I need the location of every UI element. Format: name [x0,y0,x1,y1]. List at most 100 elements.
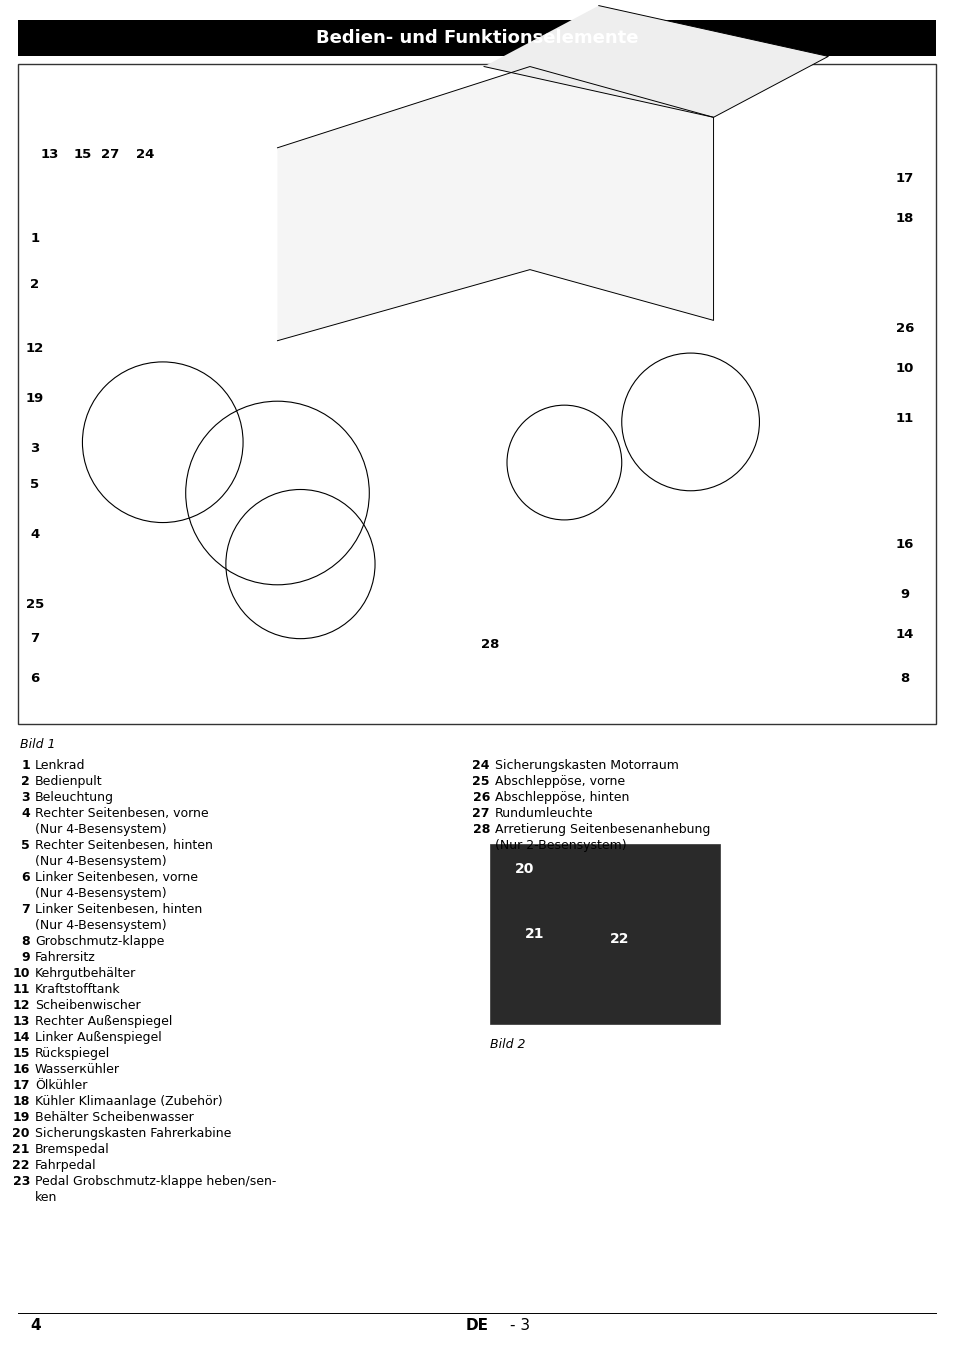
Text: Lenkrad: Lenkrad [35,759,86,772]
Text: 1: 1 [21,759,30,772]
Text: 20: 20 [12,1127,30,1139]
Text: 12: 12 [26,343,44,355]
Text: 13: 13 [41,147,59,161]
Text: 26: 26 [472,791,490,805]
Text: 21: 21 [12,1143,30,1156]
Text: 26: 26 [895,323,913,336]
Bar [490,844,720,1025]
Text: 3: 3 [21,791,30,805]
Text: 14: 14 [12,1031,30,1044]
Text: 22: 22 [12,1160,30,1172]
Text: 22: 22 [610,931,629,946]
Text: 5: 5 [21,838,30,852]
Text: (Nur 4-Besensystem): (Nur 4-Besensystem) [35,855,167,868]
Text: 10: 10 [895,363,913,375]
Text: Sicherungskasten Motorraum: Sicherungskasten Motorraum [495,759,679,772]
Text: Rechter Seitenbesen, vorne: Rechter Seitenbesen, vorne [35,807,209,819]
Text: ken: ken [35,1191,57,1204]
Text: Wasserкühler: Wasserкühler [35,1062,120,1076]
Text: Rechter Außenspiegel: Rechter Außenspiegel [35,1015,172,1027]
Text: - 3: - 3 [510,1318,530,1332]
Text: Kraftstofftank: Kraftstofftank [35,983,120,996]
Text: 5: 5 [30,478,39,490]
Text: 1: 1 [30,232,39,246]
Text: 11: 11 [12,983,30,996]
Bar [18,63,935,724]
Text: 19: 19 [12,1111,30,1125]
Text: Linker Seitenbesen, hinten: Linker Seitenbesen, hinten [35,903,202,917]
Text: 9: 9 [21,950,30,964]
Text: Sicherungskasten Fahrerkabine: Sicherungskasten Fahrerkabine [35,1127,232,1139]
Text: 7: 7 [21,903,30,917]
Text: 27: 27 [101,147,119,161]
Text: 25: 25 [26,598,44,610]
Text: 15: 15 [12,1048,30,1060]
Text: 19: 19 [26,393,44,405]
Text: (Nur 4-Besensystem): (Nur 4-Besensystem) [35,919,167,931]
Text: 15: 15 [73,147,92,161]
Text: Rundumleuchte: Rundumleuchte [495,807,593,819]
Text: 14: 14 [895,628,913,640]
Text: Behälter Scheibenwasser: Behälter Scheibenwasser [35,1111,193,1125]
Text: Pedal Grobschmutz­klappe heben/sen-: Pedal Grobschmutz­klappe heben/sen- [35,1174,276,1188]
Text: Abschleppöse, vorne: Abschleppöse, vorne [495,775,624,788]
Text: Linker Seitenbesen, vorne: Linker Seitenbesen, vorne [35,871,198,884]
Text: (Nur 4-Besensystem): (Nur 4-Besensystem) [35,887,167,900]
Text: Linker Außenspiegel: Linker Außenspiegel [35,1031,162,1044]
Text: 17: 17 [895,173,913,185]
Text: 28: 28 [480,637,498,651]
Text: 21: 21 [525,927,544,941]
Text: 11: 11 [895,413,913,425]
Text: 4: 4 [30,528,40,540]
Text: Kühler Klimaanlage (Zubehör): Kühler Klimaanlage (Zubehör) [35,1095,222,1108]
Text: Beleuchtung: Beleuchtung [35,791,113,805]
Text: Rückspiegel: Rückspiegel [35,1048,111,1060]
Text: 6: 6 [21,871,30,884]
Text: 2: 2 [30,278,39,290]
Text: 24: 24 [135,147,154,161]
Text: Grobschmutz­klappe: Grobschmutz­klappe [35,936,164,948]
Text: 4: 4 [21,807,30,819]
Text: Bild 2: Bild 2 [490,1038,525,1052]
Text: 28: 28 [472,824,490,836]
Text: Fahrpedal: Fahrpedal [35,1160,96,1172]
Text: Fahrersitz: Fahrersitz [35,950,95,964]
Text: 8: 8 [21,936,30,948]
Text: 7: 7 [30,633,39,645]
Text: Bedienpult: Bedienpult [35,775,103,788]
Text: 27: 27 [472,807,490,819]
Text: Scheibenwischer: Scheibenwischer [35,999,140,1012]
Text: 8: 8 [900,672,908,686]
Polygon shape [483,5,827,117]
Text: 3: 3 [30,443,40,455]
Text: 2: 2 [21,775,30,788]
Text: 20: 20 [515,863,534,876]
Text: 16: 16 [895,537,913,551]
Text: (Nur 4-Besensystem): (Nur 4-Besensystem) [35,824,167,836]
Text: DE: DE [465,1318,488,1332]
Text: 4: 4 [30,1318,41,1332]
Text: 10: 10 [12,967,30,980]
Text: Abschleppöse, hinten: Abschleppöse, hinten [495,791,629,805]
Text: 9: 9 [900,587,908,601]
Text: Ölkühler: Ölkühler [35,1079,88,1092]
Text: 16: 16 [12,1062,30,1076]
Text: 6: 6 [30,672,40,686]
Text: 23: 23 [12,1174,30,1188]
Text: Bild 1: Bild 1 [20,738,55,751]
Text: Bremspedal: Bremspedal [35,1143,110,1156]
Text: 18: 18 [895,212,913,225]
Text: 13: 13 [12,1015,30,1027]
Text: 24: 24 [472,759,490,772]
Text: Bedien- und Funktionselemente: Bedien- und Funktionselemente [315,28,638,47]
Text: (Nur 2-Besensystem): (Nur 2-Besensystem) [495,838,626,852]
Text: Arretierung Seitenbesenanhebung: Arretierung Seitenbesenanhebung [495,824,710,836]
Polygon shape [277,66,713,340]
Text: Kehrgutbehälter: Kehrgutbehälter [35,967,136,980]
Text: Rechter Seitenbesen, hinten: Rechter Seitenbesen, hinten [35,838,213,852]
Text: 25: 25 [472,775,490,788]
Text: 18: 18 [12,1095,30,1108]
Text: 17: 17 [12,1079,30,1092]
Text: 12: 12 [12,999,30,1012]
FancyBboxPatch shape [18,20,935,55]
